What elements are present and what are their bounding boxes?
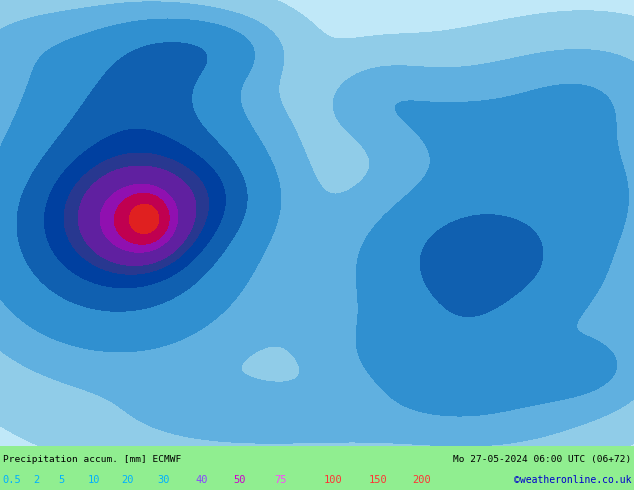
Text: 200: 200 (412, 475, 431, 485)
Text: 20: 20 (122, 475, 134, 485)
Text: 150: 150 (369, 475, 388, 485)
Text: 2: 2 (33, 475, 39, 485)
Text: 75: 75 (274, 475, 287, 485)
Text: 10: 10 (87, 475, 100, 485)
Text: ©weatheronline.co.uk: ©weatheronline.co.uk (514, 475, 631, 485)
Text: 5: 5 (58, 475, 65, 485)
Text: 40: 40 (195, 475, 208, 485)
Text: 100: 100 (323, 475, 342, 485)
Text: Precipitation accum. [mm] ECMWF: Precipitation accum. [mm] ECMWF (3, 455, 181, 464)
Text: Mo 27-05-2024 06:00 UTC (06+72): Mo 27-05-2024 06:00 UTC (06+72) (453, 455, 631, 464)
Text: 50: 50 (233, 475, 246, 485)
Text: 0.5: 0.5 (3, 475, 22, 485)
Text: 30: 30 (157, 475, 170, 485)
